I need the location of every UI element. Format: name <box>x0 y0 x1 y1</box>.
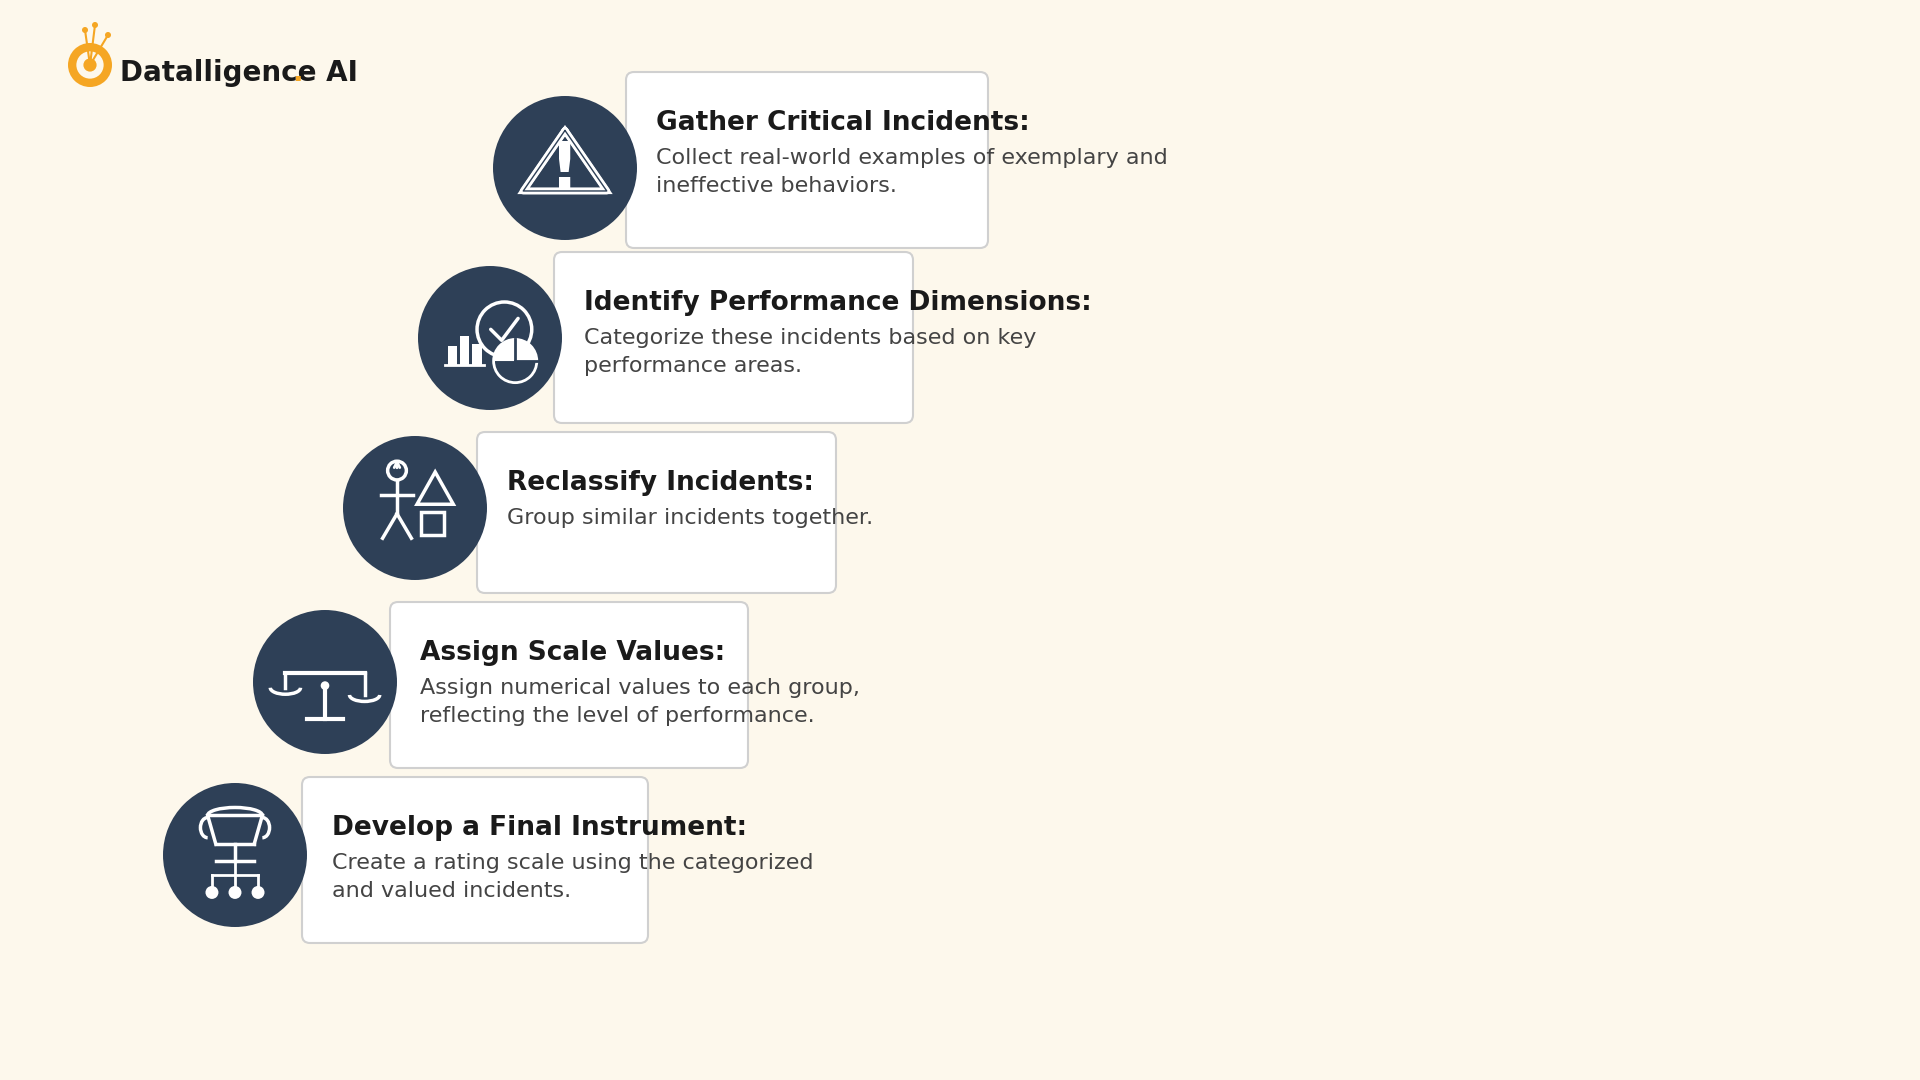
Polygon shape <box>493 339 538 361</box>
FancyBboxPatch shape <box>390 602 749 768</box>
Circle shape <box>253 610 397 754</box>
Text: Collect real-world examples of exemplary and
ineffective behaviors.: Collect real-world examples of exemplary… <box>657 148 1167 195</box>
Circle shape <box>77 52 104 79</box>
Circle shape <box>228 886 242 899</box>
Circle shape <box>106 32 111 38</box>
Bar <box>420 512 444 535</box>
Text: Assign Scale Values:: Assign Scale Values: <box>420 640 726 666</box>
Text: Categorize these incidents based on key
performance areas.: Categorize these incidents based on key … <box>584 328 1037 376</box>
FancyBboxPatch shape <box>301 777 649 943</box>
Text: Develop a Final Instrument:: Develop a Final Instrument: <box>332 815 747 841</box>
Bar <box>461 336 470 365</box>
Circle shape <box>67 43 111 87</box>
Text: !: ! <box>551 139 580 201</box>
Text: Assign numerical values to each group,
reflecting the level of performance.: Assign numerical values to each group, r… <box>420 678 860 726</box>
Circle shape <box>205 886 219 899</box>
Circle shape <box>321 681 330 690</box>
Text: Identify Performance Dimensions:: Identify Performance Dimensions: <box>584 291 1092 316</box>
Circle shape <box>493 96 637 240</box>
Circle shape <box>83 27 88 33</box>
Text: Gather Critical Incidents:: Gather Critical Incidents: <box>657 110 1029 136</box>
FancyBboxPatch shape <box>476 432 835 593</box>
Circle shape <box>92 22 98 28</box>
Circle shape <box>419 266 563 410</box>
Circle shape <box>252 886 265 899</box>
FancyBboxPatch shape <box>626 72 989 248</box>
Text: Reclassify Incidents:: Reclassify Incidents: <box>507 470 814 496</box>
Circle shape <box>344 436 488 580</box>
Bar <box>472 345 482 365</box>
Bar <box>447 347 457 365</box>
Circle shape <box>83 58 96 71</box>
Text: Create a rating scale using the categorized
and valued incidents.: Create a rating scale using the categori… <box>332 853 814 901</box>
Text: .: . <box>292 59 303 87</box>
FancyBboxPatch shape <box>555 252 914 423</box>
Text: Group similar incidents together.: Group similar incidents together. <box>507 508 874 528</box>
Text: Datalligence AI: Datalligence AI <box>119 59 357 87</box>
Circle shape <box>163 783 307 927</box>
